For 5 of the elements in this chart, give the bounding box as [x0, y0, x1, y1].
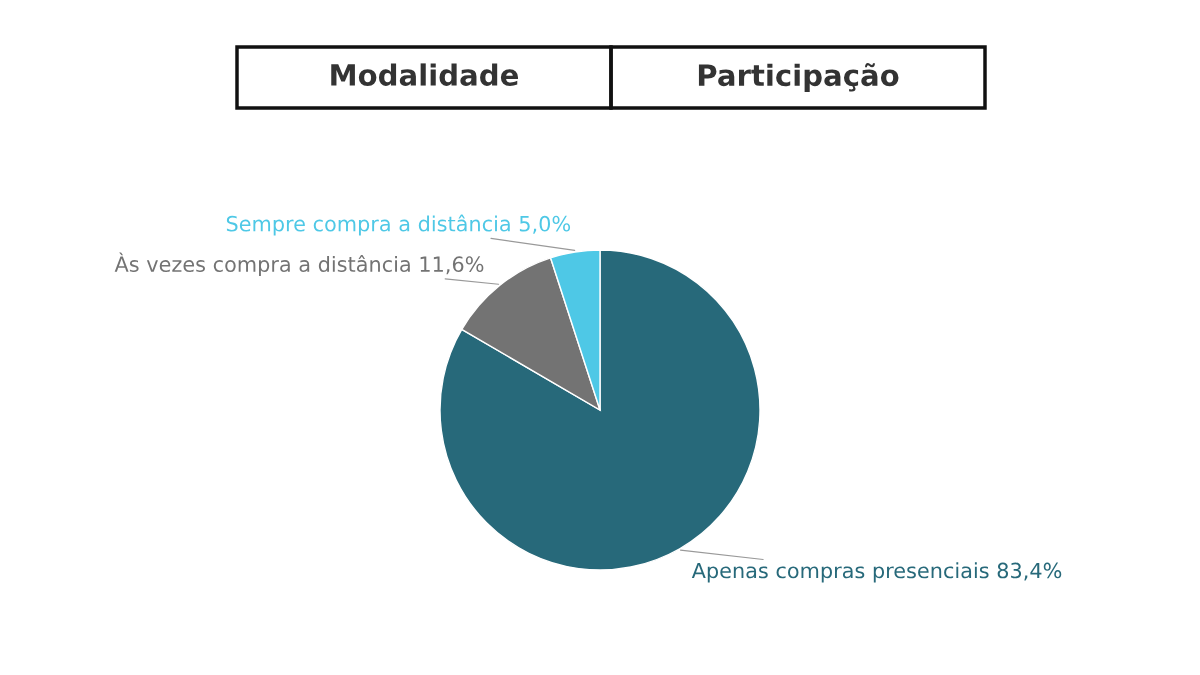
- slice-label: Apenas compras presenciais 83,4%: [691, 562, 1062, 583]
- slice-label: Às vezes compra a distância 11,6%: [114, 252, 484, 277]
- text: Participação: [698, 63, 899, 92]
- text: Modalidade: [331, 63, 519, 86]
- slice-label: Sempre compra a distância 5,0%: [226, 214, 571, 236]
